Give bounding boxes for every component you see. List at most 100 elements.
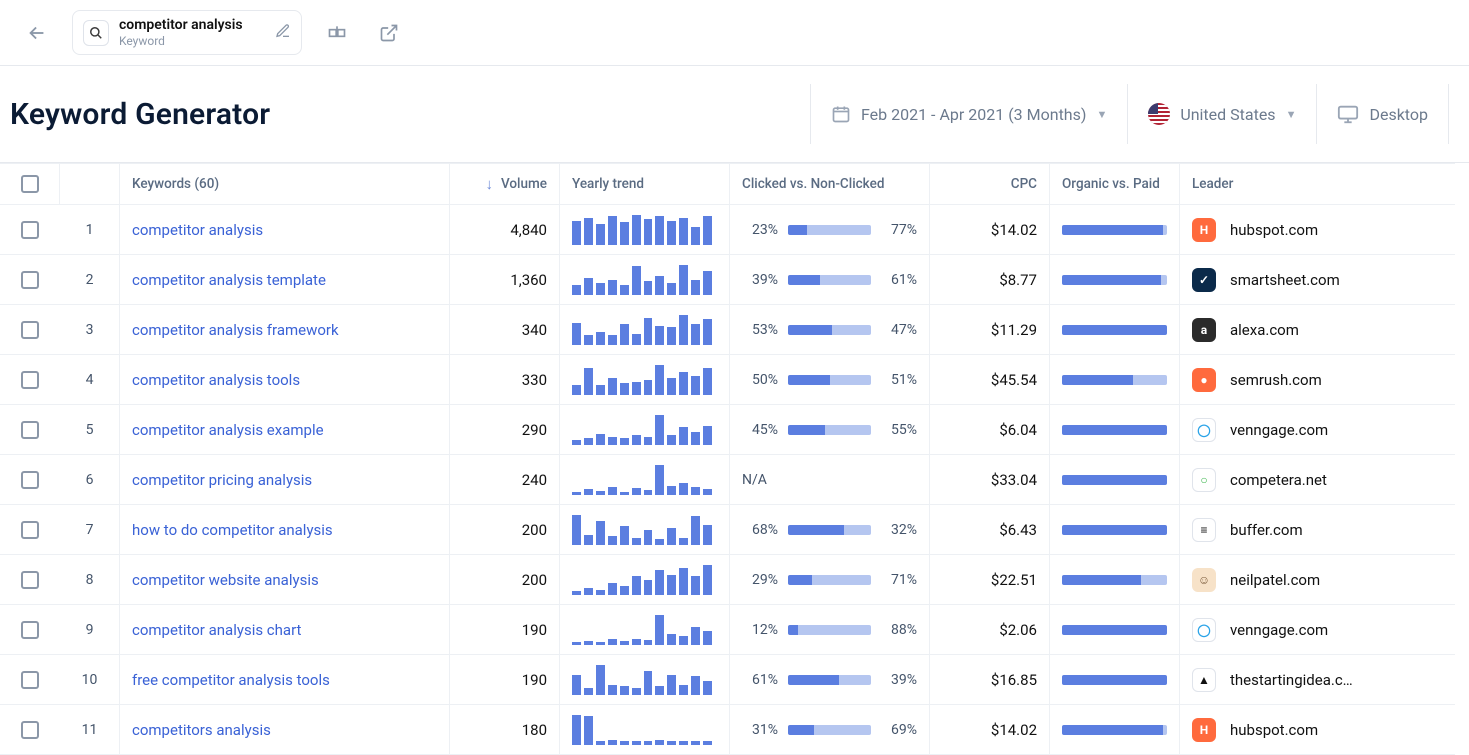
keyword-cell[interactable]: competitor analysis example <box>120 405 450 455</box>
col-checkbox[interactable] <box>0 163 60 205</box>
cpc-cell: $11.29 <box>930 305 1050 355</box>
row-checkbox[interactable] <box>0 205 60 255</box>
row-index: 8 <box>60 555 120 605</box>
cpc-cell: $22.51 <box>930 555 1050 605</box>
keyword-cell[interactable]: competitor pricing analysis <box>120 455 450 505</box>
leader-cell[interactable]: ✓smartsheet.com <box>1180 255 1455 305</box>
trend-sparkline <box>572 615 712 645</box>
keyword-sublabel: Keyword <box>119 34 265 48</box>
row-checkbox[interactable] <box>0 305 60 355</box>
volume-cell: 180 <box>450 705 560 755</box>
trend-sparkline <box>572 315 712 345</box>
trend-cell <box>560 305 730 355</box>
compare-icon[interactable] <box>320 16 354 50</box>
organic-cell <box>1050 505 1180 555</box>
leader-cell[interactable]: ☺neilpatel.com <box>1180 555 1455 605</box>
leader-domain: alexa.com <box>1230 321 1299 339</box>
keyword-cell[interactable]: how to do competitor analysis <box>120 505 450 555</box>
trend-sparkline <box>572 415 712 445</box>
row-checkbox[interactable] <box>0 405 60 455</box>
leader-cell[interactable]: aalexa.com <box>1180 305 1455 355</box>
leader-cell[interactable]: ●semrush.com <box>1180 355 1455 405</box>
volume-cell: 290 <box>450 405 560 455</box>
keyword-link[interactable]: competitors analysis <box>132 721 271 739</box>
clicked-cell: 61%39% <box>730 655 930 705</box>
keyword-link[interactable]: competitor website analysis <box>132 571 319 589</box>
leader-cell[interactable]: Hhubspot.com <box>1180 705 1455 755</box>
keyword-cell[interactable]: competitor analysis template <box>120 255 450 305</box>
keyword-pill[interactable]: competitor analysis Keyword <box>72 10 302 55</box>
trend-sparkline <box>572 715 712 745</box>
row-checkbox[interactable] <box>0 505 60 555</box>
row-checkbox[interactable] <box>0 455 60 505</box>
leader-domain: thestartingidea.c… <box>1230 671 1353 689</box>
col-organic[interactable]: Organic vs. Paid <box>1050 163 1180 205</box>
row-checkbox[interactable] <box>0 605 60 655</box>
chevron-down-icon: ▼ <box>1096 108 1107 121</box>
trend-sparkline <box>572 365 712 395</box>
trend-cell <box>560 255 730 305</box>
leader-cell[interactable]: ◯venngage.com <box>1180 605 1455 655</box>
row-index: 7 <box>60 505 120 555</box>
sort-desc-icon: ↓ <box>485 175 493 193</box>
leader-cell[interactable]: ≡buffer.com <box>1180 505 1455 555</box>
keyword-link[interactable]: competitor analysis chart <box>132 621 301 639</box>
keyword-cell[interactable]: competitors analysis <box>120 705 450 755</box>
arrow-left-icon <box>26 22 48 44</box>
keyword-link[interactable]: competitor analysis template <box>132 271 326 289</box>
country-filter[interactable]: United States ▼ <box>1127 84 1316 144</box>
col-cpc[interactable]: CPC <box>930 163 1050 205</box>
row-index: 4 <box>60 355 120 405</box>
leader-cell[interactable]: Hhubspot.com <box>1180 205 1455 255</box>
leader-domain: smartsheet.com <box>1230 271 1340 289</box>
leader-favicon: ≡ <box>1192 518 1216 542</box>
leader-domain: hubspot.com <box>1230 221 1318 239</box>
keyword-link[interactable]: competitor analysis tools <box>132 371 300 389</box>
keyword-cell[interactable]: competitor analysis tools <box>120 355 450 405</box>
organic-cell <box>1050 705 1180 755</box>
leader-cell[interactable]: ◯venngage.com <box>1180 405 1455 455</box>
row-index: 11 <box>60 705 120 755</box>
cpc-cell: $16.85 <box>930 655 1050 705</box>
keyword-link[interactable]: competitor pricing analysis <box>132 471 312 489</box>
leader-cell[interactable]: ○competera.net <box>1180 455 1455 505</box>
keyword-cell[interactable]: competitor analysis <box>120 205 450 255</box>
leader-favicon: ▲ <box>1192 668 1216 692</box>
trend-sparkline <box>572 465 712 495</box>
col-leader[interactable]: Leader <box>1180 163 1455 205</box>
trend-cell <box>560 355 730 405</box>
col-volume[interactable]: ↓Volume <box>450 163 560 205</box>
col-trend[interactable]: Yearly trend <box>560 163 730 205</box>
clicked-cell: 12%88% <box>730 605 930 655</box>
trend-sparkline <box>572 565 712 595</box>
row-checkbox[interactable] <box>0 255 60 305</box>
leader-favicon: ● <box>1192 368 1216 392</box>
col-clicked[interactable]: Clicked vs. Non-Clicked <box>730 163 930 205</box>
edit-keyword-icon[interactable] <box>275 23 291 43</box>
volume-cell: 190 <box>450 605 560 655</box>
keyword-cell[interactable]: competitor analysis framework <box>120 305 450 355</box>
keyword-link[interactable]: competitor analysis example <box>132 421 324 439</box>
leader-domain: hubspot.com <box>1230 721 1318 739</box>
col-keywords[interactable]: Keywords (60) <box>120 163 450 205</box>
date-range-filter[interactable]: Feb 2021 - Apr 2021 (3 Months) ▼ <box>810 84 1127 144</box>
keyword-link[interactable]: competitor analysis framework <box>132 321 339 339</box>
open-external-icon[interactable] <box>372 16 406 50</box>
keyword-link[interactable]: competitor analysis <box>132 221 263 239</box>
keyword-cell[interactable]: competitor analysis chart <box>120 605 450 655</box>
trend-sparkline <box>572 265 712 295</box>
row-checkbox[interactable] <box>0 555 60 605</box>
row-checkbox[interactable] <box>0 355 60 405</box>
row-checkbox[interactable] <box>0 655 60 705</box>
keyword-cell[interactable]: free competitor analysis tools <box>120 655 450 705</box>
leader-domain: venngage.com <box>1230 621 1328 639</box>
keyword-link[interactable]: free competitor analysis tools <box>132 671 330 689</box>
leader-cell[interactable]: ▲ thestartingidea.c… <box>1180 655 1455 705</box>
clicked-cell: 31%69% <box>730 705 930 755</box>
row-checkbox[interactable] <box>0 705 60 755</box>
keyword-link[interactable]: how to do competitor analysis <box>132 521 333 539</box>
device-filter[interactable]: Desktop <box>1316 84 1449 144</box>
back-button[interactable] <box>20 16 54 50</box>
keyword-cell[interactable]: competitor website analysis <box>120 555 450 605</box>
cpc-cell: $6.04 <box>930 405 1050 455</box>
